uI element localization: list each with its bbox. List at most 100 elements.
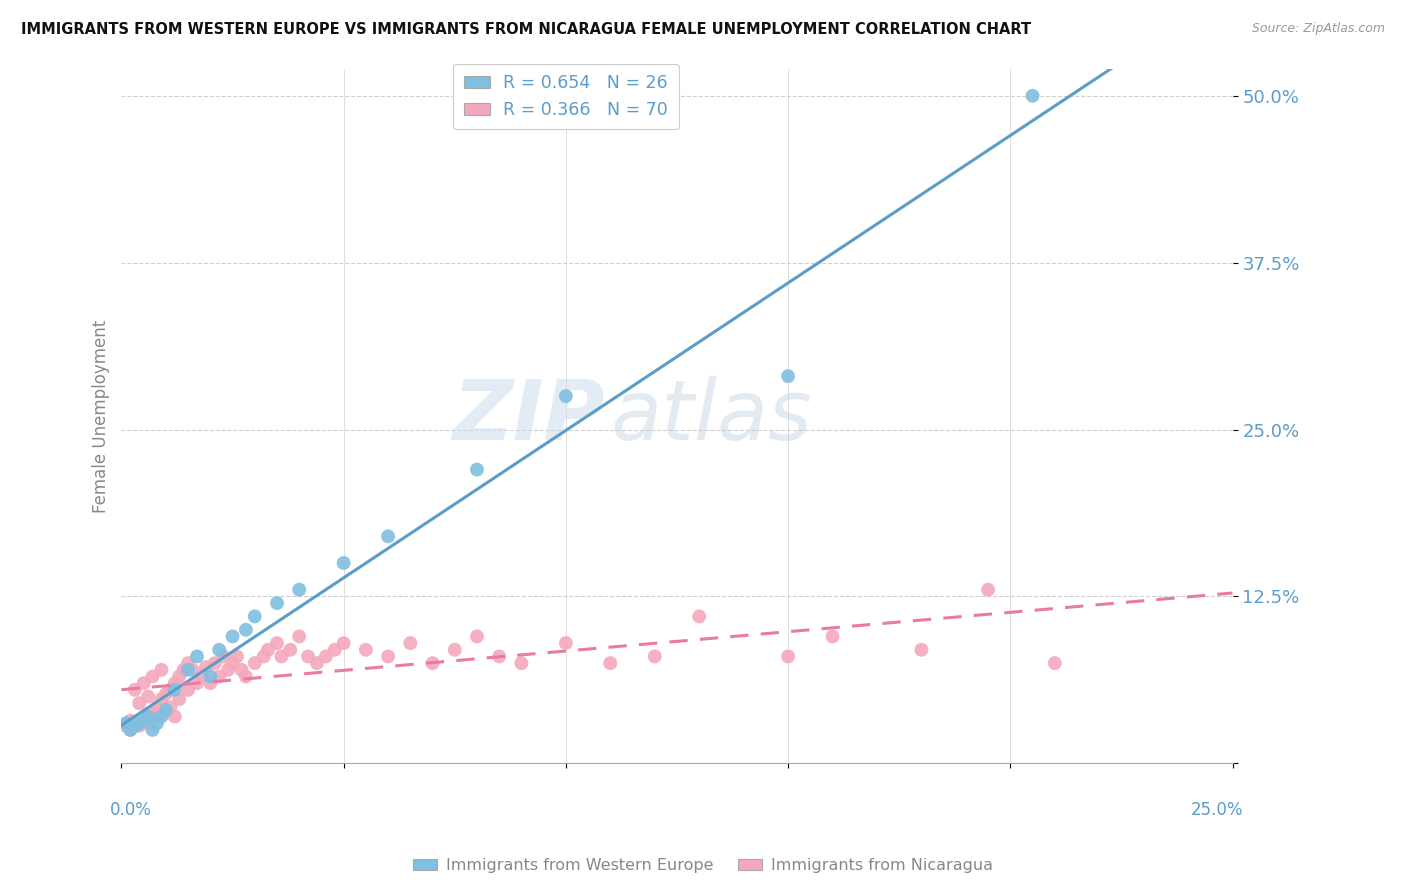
Point: [155, 687, 177, 701]
Point: [297, 649, 319, 664]
Point: [136, 709, 159, 723]
Point: [128, 719, 150, 733]
Point: [128, 696, 150, 710]
Point: [124, 716, 146, 731]
Point: [150, 709, 173, 723]
Text: Source: ZipAtlas.com: Source: ZipAtlas.com: [1251, 22, 1385, 36]
Point: [554, 636, 576, 650]
Text: ZIP: ZIP: [453, 376, 605, 457]
Point: [510, 656, 533, 670]
Point: [1021, 88, 1043, 103]
Legend: R = 0.654   N = 26, R = 0.366   N = 70: R = 0.654 N = 26, R = 0.366 N = 70: [453, 64, 679, 129]
Point: [146, 716, 169, 731]
Point: [243, 656, 266, 670]
Point: [235, 669, 257, 683]
Point: [194, 660, 217, 674]
Point: [155, 703, 177, 717]
Point: [332, 556, 354, 570]
Point: [243, 609, 266, 624]
Text: atlas: atlas: [610, 376, 811, 457]
Point: [146, 700, 169, 714]
Point: [305, 656, 328, 670]
Point: [124, 719, 146, 733]
Point: [554, 389, 576, 403]
Point: [221, 629, 243, 643]
Point: [332, 636, 354, 650]
Point: [181, 663, 204, 677]
Point: [278, 642, 301, 657]
Point: [200, 676, 222, 690]
Point: [132, 676, 155, 690]
Point: [217, 663, 239, 677]
Point: [644, 649, 666, 664]
Point: [910, 642, 932, 657]
Point: [177, 682, 200, 697]
Point: [120, 714, 142, 728]
Point: [208, 642, 231, 657]
Point: [270, 649, 292, 664]
Point: [167, 692, 190, 706]
Point: [1043, 656, 1066, 670]
Point: [231, 663, 253, 677]
Point: [204, 656, 226, 670]
Y-axis label: Female Unemployment: Female Unemployment: [93, 319, 110, 513]
Point: [266, 636, 288, 650]
Point: [115, 716, 138, 731]
Point: [132, 716, 155, 731]
Point: [177, 663, 200, 677]
Point: [422, 656, 444, 670]
Point: [354, 642, 377, 657]
Point: [159, 700, 181, 714]
Point: [132, 714, 155, 728]
Point: [159, 682, 181, 697]
Point: [115, 719, 138, 733]
Point: [488, 649, 510, 664]
Point: [377, 529, 399, 543]
Point: [778, 369, 800, 384]
Point: [465, 462, 488, 476]
Text: 25.0%: 25.0%: [1191, 801, 1244, 820]
Point: [253, 649, 276, 664]
Point: [688, 609, 710, 624]
Point: [142, 723, 165, 737]
Point: [128, 716, 150, 731]
Point: [167, 669, 190, 683]
Point: [146, 709, 169, 723]
Point: [323, 642, 346, 657]
Point: [443, 642, 465, 657]
Point: [136, 690, 159, 704]
Point: [399, 636, 422, 650]
Point: [821, 629, 844, 643]
Point: [136, 709, 159, 723]
Point: [288, 629, 311, 643]
Point: [977, 582, 1000, 597]
Point: [266, 596, 288, 610]
Text: IMMIGRANTS FROM WESTERN EUROPE VS IMMIGRANTS FROM NICARAGUA FEMALE UNEMPLOYMENT : IMMIGRANTS FROM WESTERN EUROPE VS IMMIGR…: [21, 22, 1031, 37]
Point: [142, 669, 165, 683]
Point: [778, 649, 800, 664]
Point: [120, 723, 142, 737]
Point: [150, 663, 173, 677]
Point: [288, 582, 311, 597]
Legend: Immigrants from Western Europe, Immigrants from Nicaragua: Immigrants from Western Europe, Immigran…: [406, 852, 1000, 880]
Text: 0.0%: 0.0%: [110, 801, 152, 820]
Point: [186, 649, 208, 664]
Point: [173, 663, 195, 677]
Point: [163, 676, 186, 690]
Point: [124, 682, 146, 697]
Point: [186, 676, 208, 690]
Point: [257, 642, 280, 657]
Point: [155, 706, 177, 720]
Point: [212, 649, 235, 664]
Point: [235, 623, 257, 637]
Point: [221, 656, 243, 670]
Point: [142, 706, 165, 720]
Point: [163, 682, 186, 697]
Point: [599, 656, 621, 670]
Point: [150, 692, 173, 706]
Point: [120, 723, 142, 737]
Point: [200, 669, 222, 683]
Point: [465, 629, 488, 643]
Point: [315, 649, 337, 664]
Point: [177, 656, 200, 670]
